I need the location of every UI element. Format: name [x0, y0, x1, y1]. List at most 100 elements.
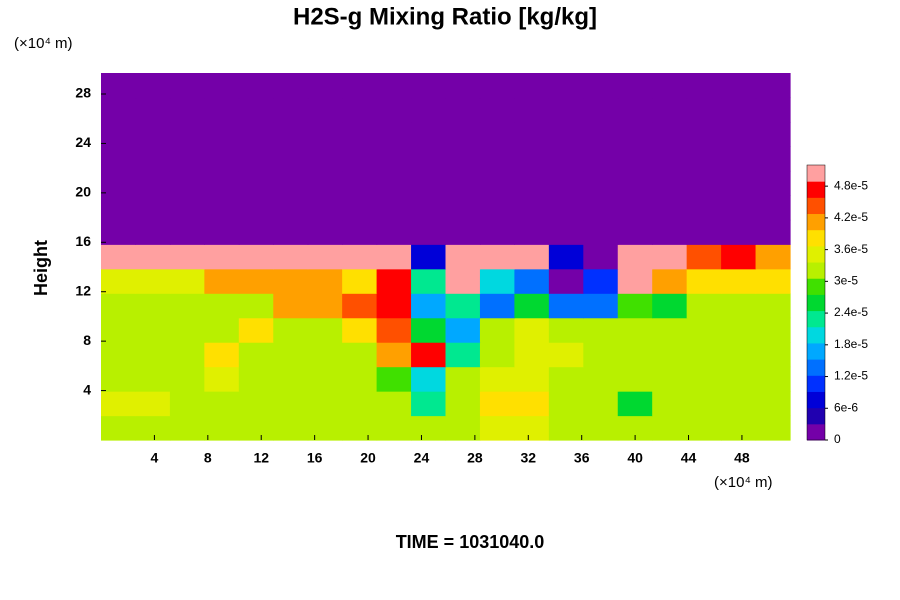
- cell: [376, 121, 412, 147]
- cell: [411, 219, 447, 245]
- cell: [411, 268, 447, 294]
- cell: [479, 219, 515, 245]
- cell: [479, 293, 515, 319]
- cell: [101, 391, 137, 417]
- cell: [479, 268, 515, 294]
- cell: [204, 415, 240, 441]
- cell: [548, 415, 584, 441]
- cell: [479, 195, 515, 221]
- cell: [135, 415, 171, 441]
- cell: [548, 97, 584, 123]
- cell: [376, 73, 412, 99]
- cell: [342, 121, 378, 147]
- cell: [307, 219, 343, 245]
- colorbar-band: [807, 262, 825, 279]
- colorbar-band: [807, 407, 825, 425]
- x-tick-label: 28: [467, 450, 483, 466]
- cell: [583, 317, 619, 343]
- cell: [514, 97, 550, 123]
- x-tick-label: 48: [734, 450, 750, 466]
- cell: [445, 170, 481, 196]
- cell: [755, 97, 791, 123]
- colorbar-band: [807, 229, 825, 247]
- cell: [307, 97, 343, 123]
- y-tick-label: 28: [75, 85, 91, 101]
- cell: [169, 342, 205, 368]
- cell: [479, 73, 515, 99]
- cell: [514, 342, 550, 368]
- cell: [238, 195, 274, 221]
- cell: [342, 391, 378, 417]
- cell: [514, 195, 550, 221]
- cell: [273, 366, 309, 392]
- x-tick-label: 12: [253, 450, 269, 466]
- cell: [135, 268, 171, 294]
- colorbar-tick-label: 1.2e-5: [834, 369, 868, 383]
- colorbar-band: [807, 294, 825, 312]
- cell: [514, 268, 550, 294]
- cell: [238, 342, 274, 368]
- cell: [411, 244, 447, 270]
- cell: [376, 244, 412, 270]
- cell: [755, 195, 791, 221]
- colorbar-band: [807, 326, 825, 344]
- cell: [342, 195, 378, 221]
- y-tick-label: 24: [75, 134, 91, 150]
- cell: [135, 170, 171, 196]
- cell: [755, 219, 791, 245]
- cell: [273, 97, 309, 123]
- x-tick-label: 32: [520, 450, 536, 466]
- cell: [307, 317, 343, 343]
- cell: [755, 268, 791, 294]
- cell: [204, 391, 240, 417]
- cell: [376, 342, 412, 368]
- cell: [411, 146, 447, 172]
- cell: [204, 121, 240, 147]
- cell: [617, 366, 653, 392]
- colorbar-tick-label: 2.4e-5: [834, 305, 868, 319]
- cell: [411, 121, 447, 147]
- cell: [514, 170, 550, 196]
- cell: [135, 73, 171, 99]
- x-tick-label: 24: [414, 450, 430, 466]
- cell: [583, 268, 619, 294]
- cell: [238, 317, 274, 343]
- cell: [445, 146, 481, 172]
- cell: [376, 366, 412, 392]
- cell: [411, 97, 447, 123]
- cell: [514, 73, 550, 99]
- cell: [204, 97, 240, 123]
- cell: [721, 146, 757, 172]
- field: [101, 73, 791, 441]
- cell: [617, 170, 653, 196]
- cell: [548, 293, 584, 319]
- cell: [686, 170, 722, 196]
- cell: [101, 244, 137, 270]
- cell: [652, 317, 688, 343]
- cell: [376, 146, 412, 172]
- cell: [169, 391, 205, 417]
- cell: [101, 342, 137, 368]
- cell: [376, 415, 412, 441]
- y-tick-label: 4: [83, 381, 91, 397]
- cell: [755, 391, 791, 417]
- cell: [479, 170, 515, 196]
- cell: [273, 170, 309, 196]
- cell: [583, 97, 619, 123]
- colorbar-band: [807, 213, 825, 231]
- cell: [411, 170, 447, 196]
- cell: [342, 415, 378, 441]
- y-tick-label: 16: [75, 233, 91, 249]
- cell: [273, 391, 309, 417]
- cell: [411, 195, 447, 221]
- cell: [342, 268, 378, 294]
- y-tick-label: 20: [75, 184, 91, 200]
- cell: [204, 73, 240, 99]
- cell: [307, 170, 343, 196]
- colorbar-tick-label: 3.6e-5: [834, 242, 868, 256]
- cell: [376, 170, 412, 196]
- cell: [135, 342, 171, 368]
- cell: [307, 293, 343, 319]
- cell: [548, 121, 584, 147]
